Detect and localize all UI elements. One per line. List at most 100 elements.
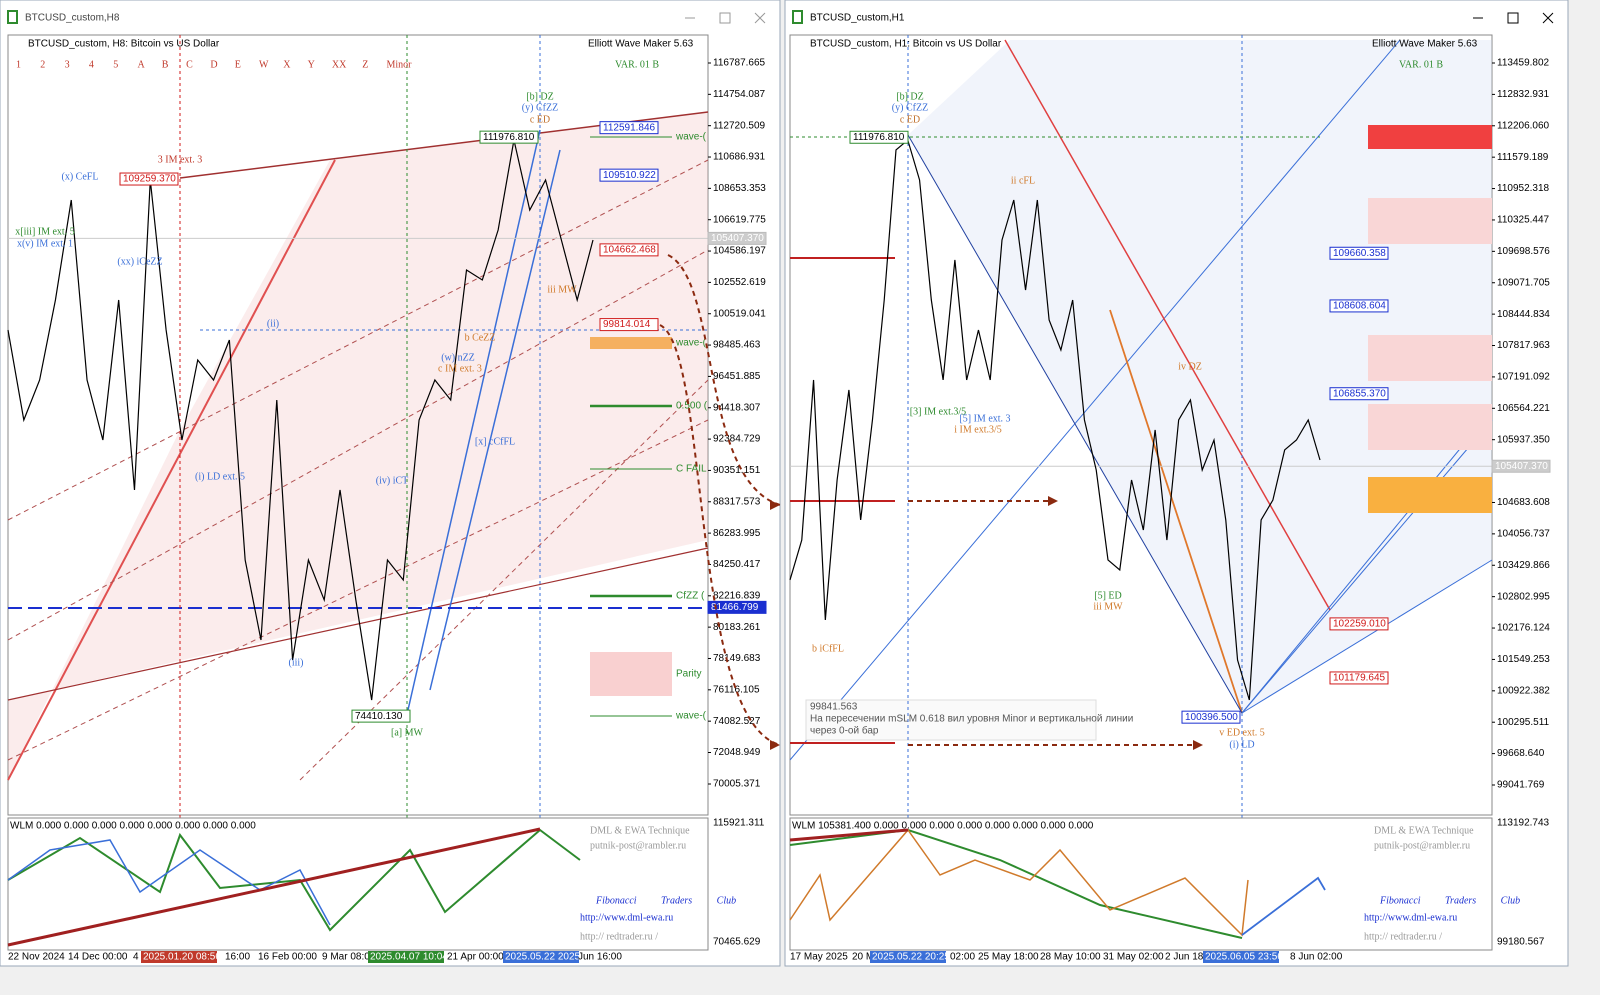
wave-label: [5] IM ext. 3 — [959, 413, 1010, 424]
y-tick-label: 110325.447 — [1497, 215, 1550, 226]
y-tick-label: 105937.350 — [1497, 434, 1550, 445]
arrow-head — [770, 500, 780, 510]
trend-line — [7, 249, 709, 641]
price-tag — [1329, 299, 1389, 313]
trend-line — [907, 134, 1243, 714]
level-button[interactable]: C — [186, 59, 193, 70]
level-button[interactable]: Y — [308, 59, 315, 70]
level-label: Parity — [676, 669, 702, 680]
level-button[interactable]: Minor — [387, 59, 413, 70]
level-button[interactable]: 2 — [40, 59, 45, 70]
watermark: DML & EWA Technique — [590, 825, 690, 836]
y-tick-label: 74082.527 — [713, 716, 761, 727]
y-tick-label: 72048.949 — [713, 747, 761, 758]
level-label: C FAIL — [676, 464, 707, 475]
trend-line — [1241, 559, 1493, 714]
level-button[interactable]: B — [162, 59, 169, 70]
level-button[interactable]: 4 — [89, 59, 94, 70]
wave-label: (ii) — [267, 318, 279, 329]
level-button[interactable]: W — [259, 59, 269, 70]
wave-label: (i) LD ext. 5 — [195, 471, 245, 482]
x-tick-label: 16 Feb 00:00 — [258, 952, 317, 963]
y-tick-label: 112832.931 — [1497, 89, 1550, 100]
watermark: Fibonacci Traders Club — [1379, 895, 1520, 906]
oscillator-tick-label: 113192.743 — [1497, 818, 1550, 829]
note-text: На пересечении mSLM 0.618 вил уровня Min… — [810, 714, 1133, 725]
wave-label: (iv) iCT — [376, 475, 409, 486]
price-tag — [849, 130, 909, 144]
window-icon — [7, 10, 18, 24]
arrow-head — [1048, 496, 1058, 506]
level-button[interactable]: Z — [362, 59, 368, 70]
y-tick-label: 109071.705 — [1497, 277, 1550, 288]
wave-label: (x) CeFL — [62, 171, 99, 182]
wave-label: b CeZZ — [465, 332, 496, 343]
x-tick-label: 02:00 — [950, 952, 975, 963]
y-tick-label: 96451.885 — [713, 371, 761, 382]
close-button[interactable] — [1542, 12, 1554, 24]
watermark: putnik-post@rambler.ru — [1374, 840, 1470, 851]
level-button[interactable]: E — [235, 59, 241, 70]
wave-label: [3] IM ext.3/5 — [910, 406, 966, 417]
wave-label: [b] DZ — [896, 91, 924, 102]
y-tick-label: 112720.509 — [713, 120, 766, 131]
x-tick-label: 2025.05.22 20:25 — [872, 952, 950, 963]
level-button[interactable]: A — [138, 59, 146, 70]
level-button[interactable]: 1 — [16, 59, 21, 70]
price-tag-label: 111976.810 — [853, 132, 905, 143]
y-tick-label: 114754.087 — [713, 89, 766, 100]
y-tick-label: 90351.151 — [713, 465, 761, 476]
y-tick-label: 106619.775 — [713, 214, 766, 225]
arrow-head — [770, 740, 780, 750]
title-bar — [786, 1, 1567, 34]
y-tick-label: 104056.737 — [1497, 529, 1550, 540]
price-tag — [599, 318, 659, 332]
maximize-button[interactable] — [1507, 12, 1519, 24]
oscillator-label: WLM 105381.400 0.000 0.000 0.000 0.000 0… — [792, 821, 1094, 832]
note-box — [805, 699, 1097, 741]
price-tag — [599, 168, 659, 182]
oscillator-line — [1241, 876, 1326, 936]
price-tag-label: 74410.130 — [355, 711, 403, 722]
variant-label: VAR. 01 B — [1399, 59, 1443, 70]
price-tag — [119, 172, 179, 186]
price-tag — [351, 709, 411, 723]
date-highlight — [1203, 951, 1279, 963]
level-label: CfZZ ( — [676, 591, 705, 602]
date-highlight — [141, 951, 217, 963]
level-button[interactable]: D — [210, 59, 217, 70]
price-tag-label: 81466.799 — [711, 602, 759, 613]
y-tick-label: 108444.834 — [1497, 309, 1550, 320]
oscillator-tick-label: 70465.629 — [713, 937, 761, 948]
level-button[interactable]: X — [283, 59, 291, 70]
price-line — [789, 138, 1321, 701]
y-tick-label: 107817.963 — [1497, 340, 1550, 351]
price-tag-label: 109510.922 — [603, 170, 656, 181]
wave-label: x(v) IM ext. 1 — [17, 238, 73, 249]
trend-line — [1109, 309, 1243, 714]
wave-label: ii cFL — [1011, 175, 1035, 186]
x-tick-label: 28 May 10:00 — [1040, 952, 1101, 963]
level-button[interactable]: 3 — [65, 59, 70, 70]
price-tag-label: 108608.604 — [1333, 301, 1386, 312]
maximize-button[interactable] — [719, 12, 731, 24]
y-tick-label: 106564.221 — [1497, 403, 1550, 414]
level-button[interactable]: 5 — [113, 59, 118, 70]
wave-label: (w) nZZ — [441, 352, 475, 363]
zone — [1368, 198, 1492, 244]
wave-label: i IM ext.3/5 — [954, 424, 1002, 435]
oscillator-trend — [7, 827, 541, 947]
y-tick-label: 111579.189 — [1497, 152, 1549, 163]
y-tick-label: 78149.683 — [713, 653, 761, 664]
zone — [1368, 404, 1492, 450]
level-button[interactable]: XX — [332, 59, 347, 70]
chart-header: BTCUSD_custom, H8: Bitcoin vs US Dollar — [28, 39, 220, 50]
date-highlight — [870, 951, 946, 963]
x-tick-label: 8 Jun 02:00 — [1290, 952, 1343, 963]
y-tick-label: 84250.417 — [713, 559, 761, 570]
close-button[interactable] — [754, 12, 766, 24]
wave-label: c ED — [900, 114, 920, 125]
y-tick-label: 116787.665 — [713, 58, 766, 69]
y-tick-label: 86283.995 — [713, 528, 761, 539]
